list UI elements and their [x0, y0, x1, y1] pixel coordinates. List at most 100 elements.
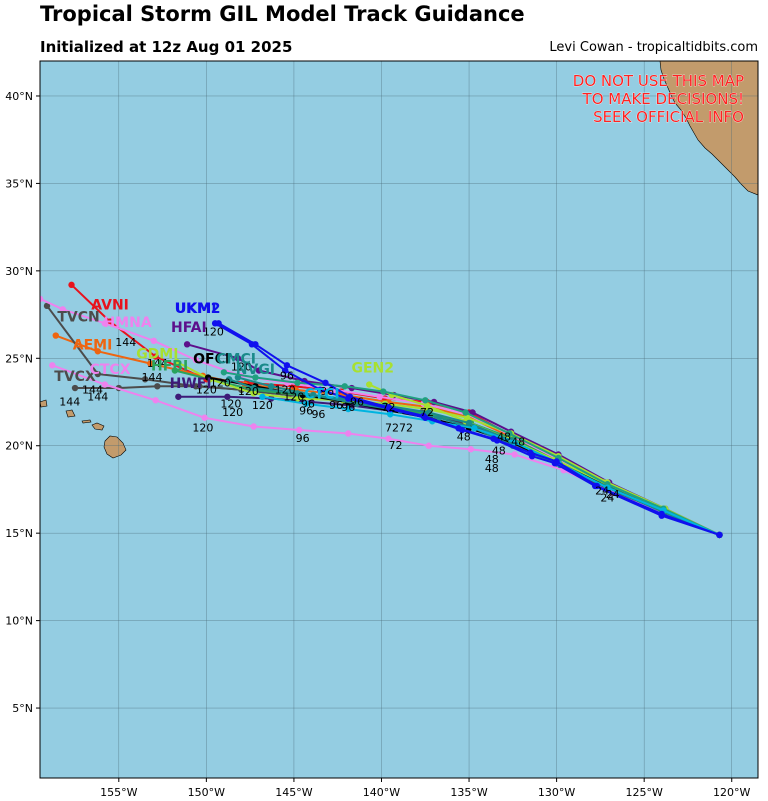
track-point-emxi [220, 369, 228, 376]
y-tick-label: 35°N [5, 177, 33, 190]
track-point-gdmi [294, 395, 301, 402]
track-point-avni [106, 318, 114, 325]
track-point-ukmi [215, 320, 222, 327]
track-point-hwfi [175, 393, 182, 400]
forecast-hour-label: 120 [238, 385, 259, 398]
track-point-ukmi [527, 449, 534, 456]
track-point-ukmi [658, 510, 665, 518]
model-label-hwfi: HWFI [170, 376, 212, 392]
y-tick-label: 25°N [5, 352, 33, 365]
track-point-gen2 [423, 402, 431, 409]
forecast-hour-label: 96 [341, 401, 355, 414]
track-point-emxi [341, 383, 348, 390]
track-point-hfai [255, 367, 263, 374]
ocean-background [40, 61, 758, 778]
forecast-hour-label: 144 [82, 383, 103, 396]
forecast-hour-label: 120 [220, 397, 241, 410]
plot-frame [39, 60, 759, 779]
x-tick-label: 145°W [275, 786, 312, 799]
forecast-hour-label: 96 [301, 397, 315, 410]
track-point-ctcx [101, 381, 108, 388]
track-point-hfai [183, 341, 191, 348]
track-point-nvgi [267, 383, 275, 390]
track-point-ukmi [283, 362, 291, 369]
hawaii-molokai [81, 419, 92, 424]
forecast-hour-label: 24 [600, 492, 614, 505]
y-tick-label: 15°N [5, 527, 33, 540]
forecast-hour-label: 120 [210, 376, 231, 389]
model-label-cmci: CMCI [216, 352, 256, 368]
track-point-ofci [204, 374, 212, 381]
warning-line-2: TO MAKE DECISIONS! [582, 90, 744, 108]
y-tick-label: 20°N [5, 440, 33, 453]
model-label-hafs: HFBI [151, 359, 188, 375]
track-point-emxi [462, 409, 469, 416]
y-tick-label: 30°N [5, 265, 33, 278]
track-point-avni [152, 353, 159, 360]
track-point-avni [68, 281, 75, 289]
hawaii-kauai [40, 399, 48, 408]
track-point-cmci [465, 419, 473, 427]
track-point-ukmi [252, 341, 259, 348]
track-point-ctcx [345, 430, 352, 437]
model-label-tvcx: TVCX [54, 369, 96, 385]
x-tick-label: 130°W [538, 786, 575, 799]
track-point-ctcx [511, 451, 518, 458]
track-point-ukmi [553, 458, 560, 465]
model-label-gen2: GEN2 [351, 360, 394, 376]
track-point-nvgi [436, 414, 443, 421]
track-point-hmni [59, 306, 66, 313]
forecast-hour-label: 144 [142, 371, 163, 384]
model-label-ctci: CTCI [304, 387, 339, 403]
forecast-hour-label: 144 [147, 357, 168, 370]
forecast-hour-label: 48 [492, 444, 506, 457]
y-tick-label: 5°N [12, 702, 33, 715]
track-line-emxi [223, 371, 720, 536]
warning-box: DO NOT USE THIS MAP TO MAKE DECISIONS! S… [572, 72, 744, 127]
track-point-hafs [171, 367, 179, 374]
forecast-hour-label: 96 [311, 408, 325, 421]
forecast-hour-label: 144 [87, 390, 108, 403]
forecast-hour-label: 24 [595, 485, 609, 498]
track-point-ctcx [152, 397, 159, 404]
model-tracks [40, 281, 723, 539]
model-label-hfai: HFAI [171, 320, 207, 336]
track-point-ukm2 [316, 386, 324, 393]
model-label-ofci: OFCI [193, 352, 230, 368]
forecast-hour-label: 96 [329, 399, 343, 412]
hawaii-maui [91, 422, 105, 431]
track-point-ctci [471, 425, 478, 432]
track-point-hmni [150, 337, 158, 345]
track-point-nvgi [353, 400, 361, 407]
forecast-hour-label: 96 [299, 404, 313, 417]
x-tick-label: 125°W [625, 786, 662, 799]
track-point-emxi [380, 388, 387, 395]
track-point-nvgi [309, 391, 317, 399]
grid-lines [40, 61, 758, 778]
model-label-avni: AVNI [91, 297, 129, 313]
track-point-ctcx [49, 362, 56, 369]
track-line-ukmi [218, 322, 720, 536]
track-point-hwfi [224, 393, 231, 400]
track-point-ukmi [420, 412, 427, 420]
track-point-hmni [101, 320, 108, 327]
track-point-ctcx [295, 426, 303, 434]
track-point-aemi [147, 360, 154, 367]
track-point-ukmi [346, 393, 354, 400]
track-point-ctci [259, 393, 266, 400]
track-point-hfai [234, 355, 242, 362]
warning-line-1: DO NOT USE THIS MAP [573, 72, 744, 90]
model-label-ukm2: UKM2 [175, 301, 221, 317]
track-point-tvcx [196, 383, 203, 390]
forecast-hour-label: 72 [385, 422, 399, 435]
track-point-tvcn [94, 370, 101, 378]
track-point-tvcn [43, 302, 51, 310]
track-point-tvcx [71, 384, 79, 392]
model-label-ctcx: CTCX [90, 362, 131, 378]
forecast-hour-label: 72 [399, 422, 413, 435]
forecast-hour-label: 120 [203, 326, 224, 339]
forecast-hour-label: 72 [420, 406, 434, 419]
chart-title: Tropical Storm GIL Model Track Guidance [40, 2, 525, 26]
